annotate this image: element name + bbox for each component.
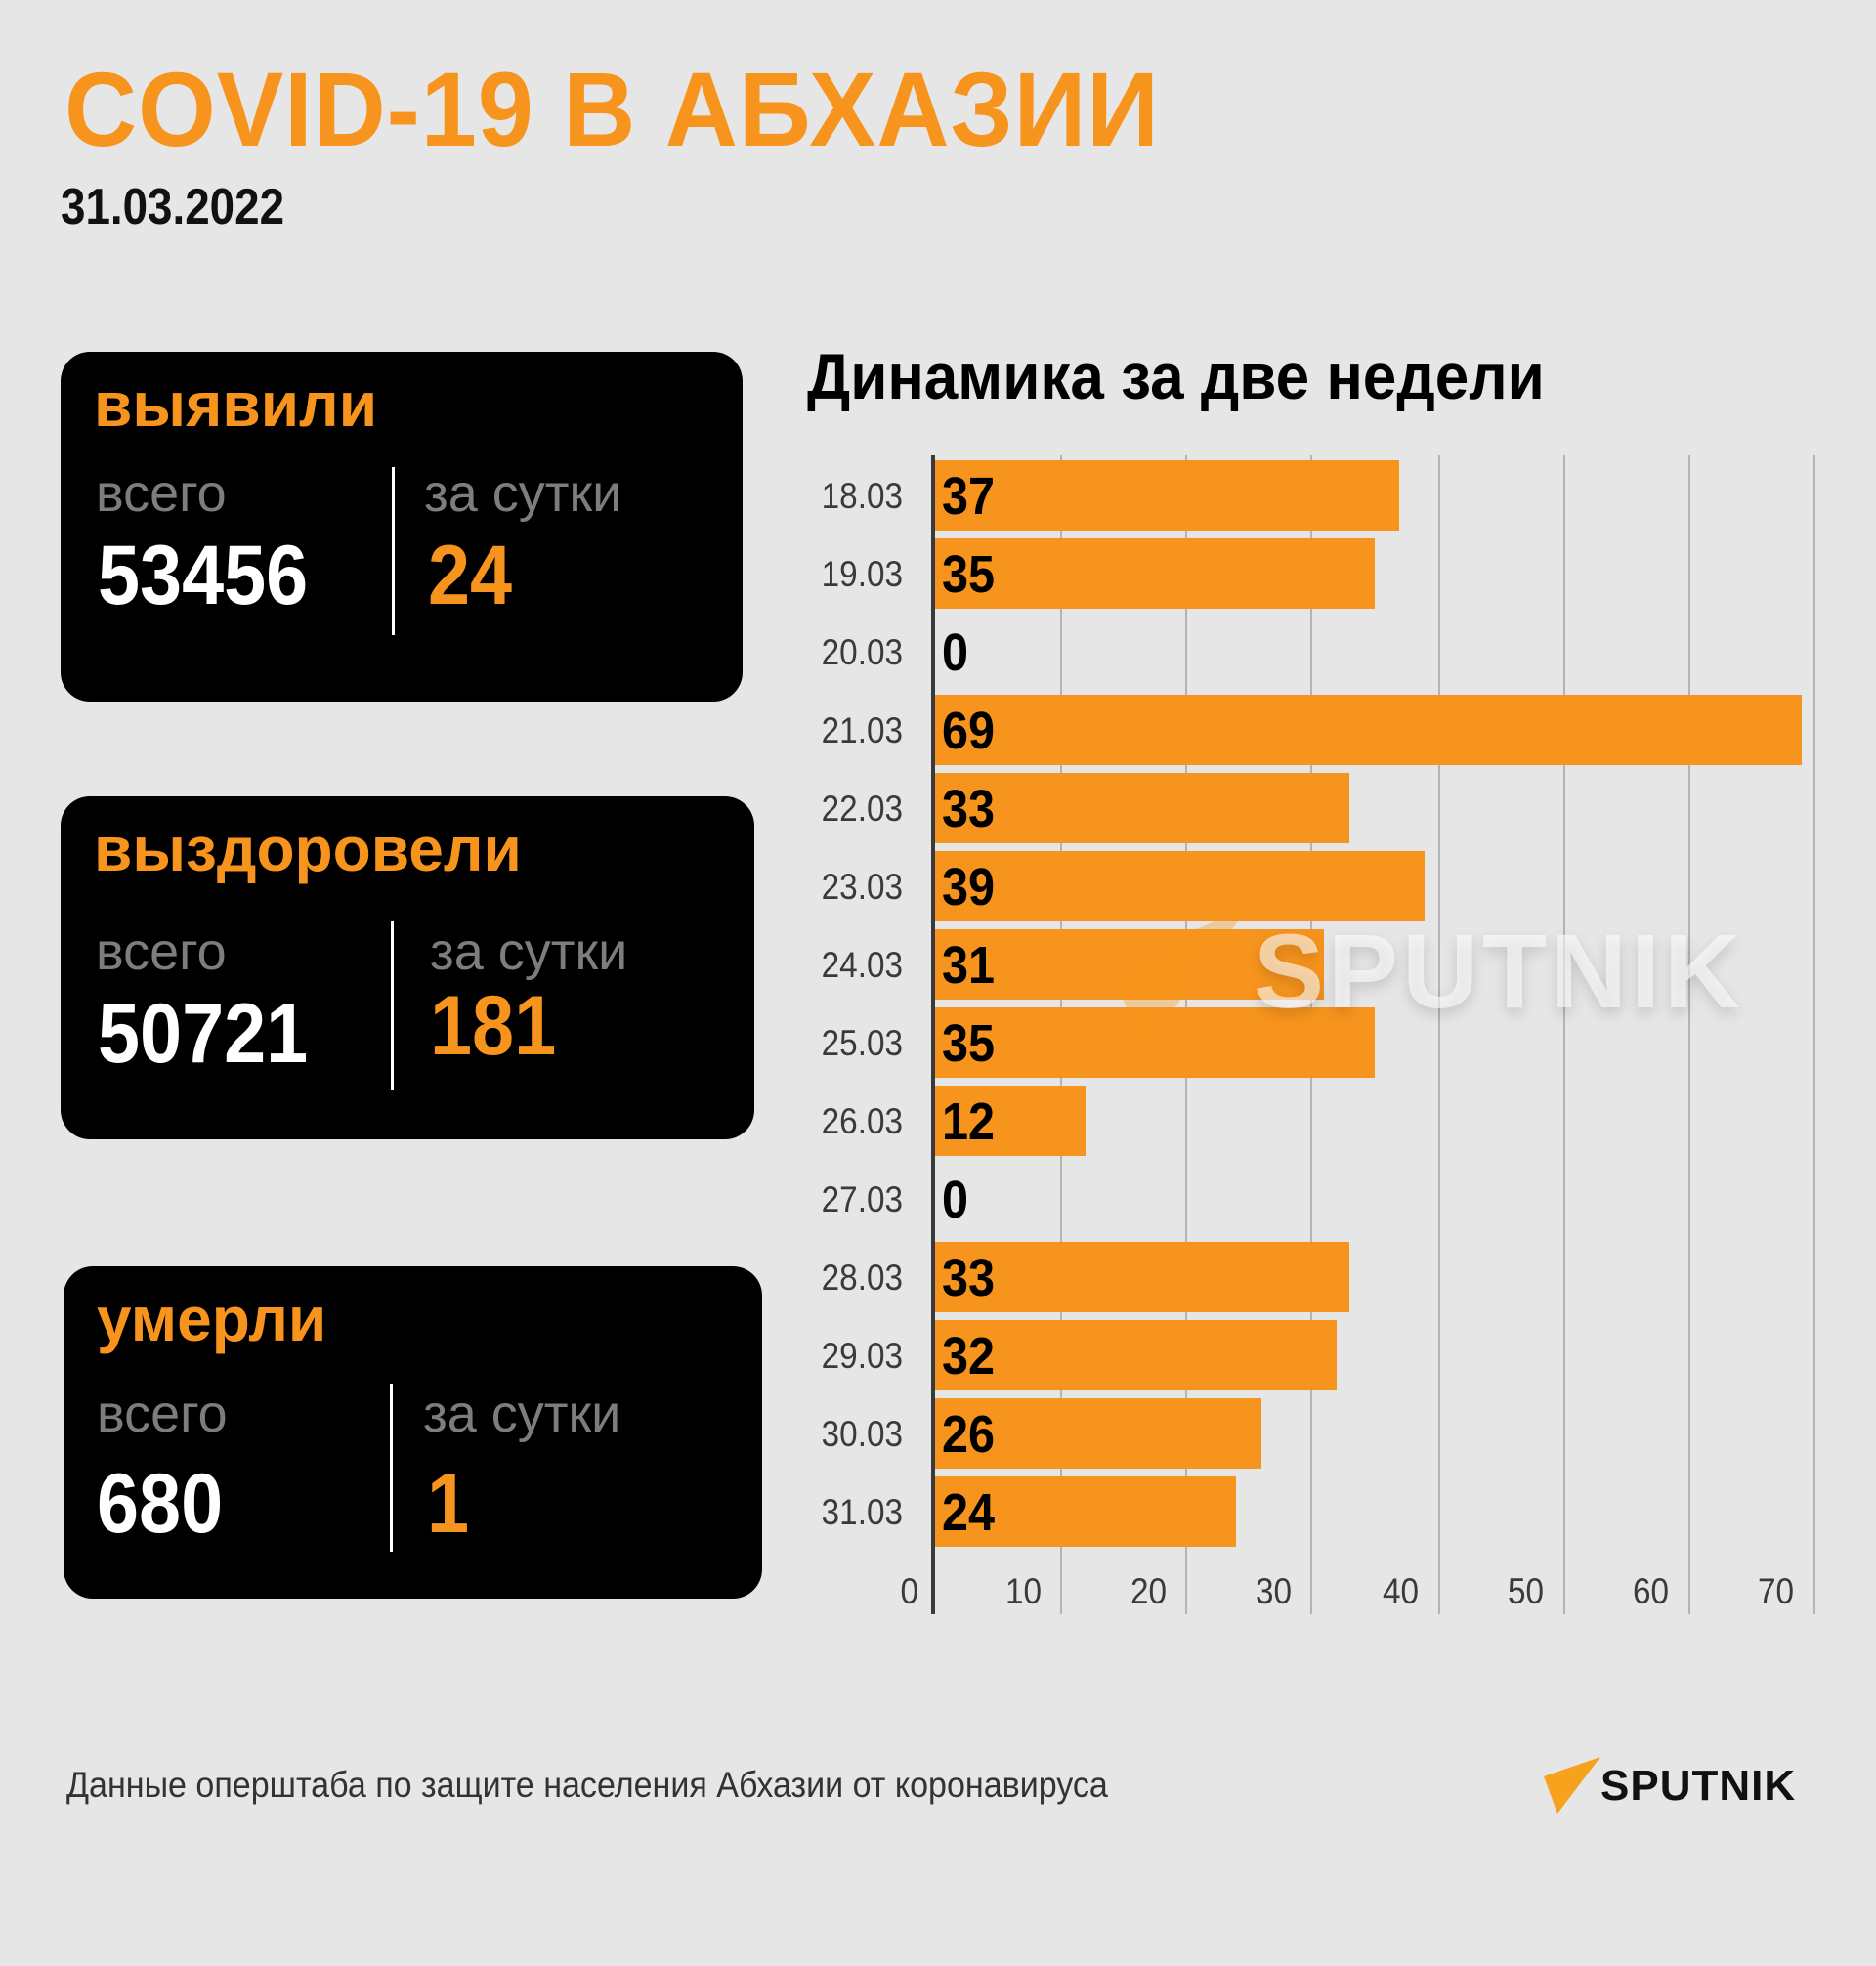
source-note: Данные оперштаба по защите населения Абх… [66,1765,1108,1805]
row-date-label: 28.03 [821,1258,903,1298]
card-title: выявили [94,369,378,440]
bar-value-label: 33 [942,1249,996,1307]
bar-value-label: 37 [942,467,996,526]
bar-value-label: 33 [942,780,996,838]
x-tick: 30 [1255,1571,1292,1611]
daily-label: за сутки [430,922,628,981]
daily-label: за сутки [423,1385,621,1443]
x-tick: 0 [900,1571,918,1611]
x-tick: 70 [1757,1571,1794,1611]
bar-value-label: 32 [942,1327,996,1386]
card-detected: выявили всего 53456 за сутки 24 [61,352,743,702]
report-date: 31.03.2022 [61,179,285,235]
row-date-label: 25.03 [821,1023,903,1063]
daily-label: за сутки [424,464,622,523]
row-date-label: 31.03 [821,1492,903,1532]
total-value: 53456 [98,529,309,622]
row-date-label: 19.03 [821,554,903,594]
gridline [1438,455,1440,1614]
bar-value-label: 26 [942,1405,996,1464]
y-axis-line [931,455,935,1614]
bar [935,929,1324,1000]
daily-value: 1 [427,1457,470,1551]
row-date-label: 18.03 [821,476,903,516]
logo-text: SPUTNIK [1600,1762,1797,1810]
bar-value-label: 35 [942,1014,996,1073]
bar-value-label: 69 [942,702,996,760]
bar-value-label: 12 [942,1092,996,1151]
bar [935,1007,1375,1078]
total-label: всего [96,464,227,523]
x-tick: 20 [1130,1571,1167,1611]
card-divider [390,1384,393,1552]
sputnik-logo: SPUTNIK [1542,1755,1825,1817]
bar-value-label: 0 [942,623,969,682]
bar [935,1320,1337,1390]
row-date-label: 29.03 [821,1336,903,1376]
total-label: всего [97,1385,228,1443]
card-recovered: выздоровели всего 50721 за сутки 181 [61,796,754,1139]
x-tick: 60 [1632,1571,1669,1611]
bar [935,1242,1349,1312]
total-label: всего [96,922,227,981]
card-title: умерли [97,1284,327,1354]
sputnik-triangle-icon [1544,1757,1600,1814]
x-tick: 40 [1382,1571,1419,1611]
bar-value-label: 24 [942,1483,996,1542]
daily-value: 24 [428,529,513,622]
bar-value-label: 35 [942,545,996,604]
bar [935,1476,1236,1547]
bar [935,1086,1086,1156]
row-date-label: 21.03 [821,710,903,750]
bar-value-label: 0 [942,1171,969,1229]
card-divider [392,467,395,635]
total-value: 680 [97,1457,224,1551]
row-date-label: 20.03 [821,632,903,672]
bar-value-label: 39 [942,858,996,917]
bar [935,538,1375,609]
x-tick: 50 [1507,1571,1544,1611]
bar-value-label: 31 [942,936,996,995]
row-date-label: 23.03 [821,867,903,907]
card-divider [391,921,394,1090]
bar [935,851,1425,921]
bar [935,695,1802,765]
chart-title: Динамика за две недели [807,340,1545,412]
bar [935,460,1399,531]
row-date-label: 30.03 [821,1414,903,1454]
row-date-label: 24.03 [821,945,903,985]
bar [935,1398,1261,1469]
gridline [1688,455,1690,1614]
gridline [1813,455,1815,1614]
row-date-label: 26.03 [821,1101,903,1141]
page-title: COVID-19 В АБХАЗИИ [64,50,1161,168]
total-value: 50721 [98,987,309,1081]
card-deceased: умерли всего 680 за сутки 1 [64,1266,762,1599]
row-date-label: 22.03 [821,789,903,829]
row-date-label: 27.03 [821,1179,903,1219]
gridline [1563,455,1565,1614]
bar [935,773,1349,843]
x-tick: 10 [1004,1571,1042,1611]
card-title: выздоровели [94,814,522,884]
daily-value: 181 [430,979,557,1073]
